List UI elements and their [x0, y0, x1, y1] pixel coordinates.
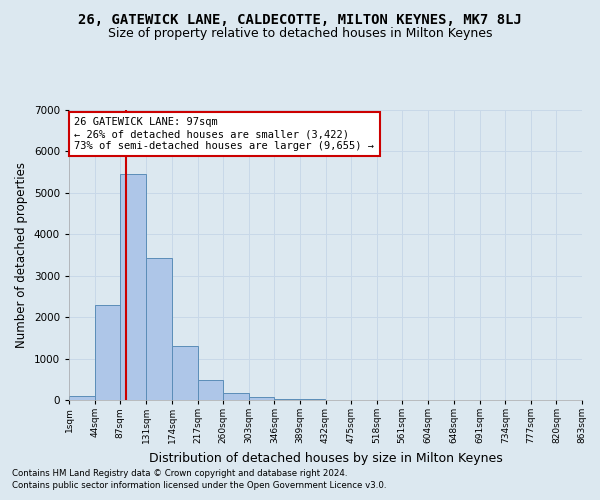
- Bar: [120, 174, 146, 400]
- Bar: [274, 398, 300, 400]
- Text: 26 GATEWICK LANE: 97sqm
← 26% of detached houses are smaller (3,422)
73% of semi: 26 GATEWICK LANE: 97sqm ← 26% of detache…: [74, 118, 374, 150]
- X-axis label: Distribution of detached houses by size in Milton Keynes: Distribution of detached houses by size …: [149, 452, 502, 464]
- Bar: [300, 399, 325, 400]
- Text: Contains public sector information licensed under the Open Government Licence v3: Contains public sector information licen…: [12, 481, 386, 490]
- Text: Size of property relative to detached houses in Milton Keynes: Size of property relative to detached ho…: [108, 28, 492, 40]
- Text: 26, GATEWICK LANE, CALDECOTTE, MILTON KEYNES, MK7 8LJ: 26, GATEWICK LANE, CALDECOTTE, MILTON KE…: [78, 12, 522, 26]
- Bar: [69, 396, 95, 400]
- Bar: [197, 380, 223, 400]
- Bar: [172, 346, 197, 400]
- Bar: [249, 396, 274, 400]
- Bar: [146, 258, 172, 400]
- Bar: [223, 393, 249, 400]
- Text: Contains HM Land Registry data © Crown copyright and database right 2024.: Contains HM Land Registry data © Crown c…: [12, 468, 347, 477]
- Bar: [95, 305, 120, 400]
- Y-axis label: Number of detached properties: Number of detached properties: [15, 162, 28, 348]
